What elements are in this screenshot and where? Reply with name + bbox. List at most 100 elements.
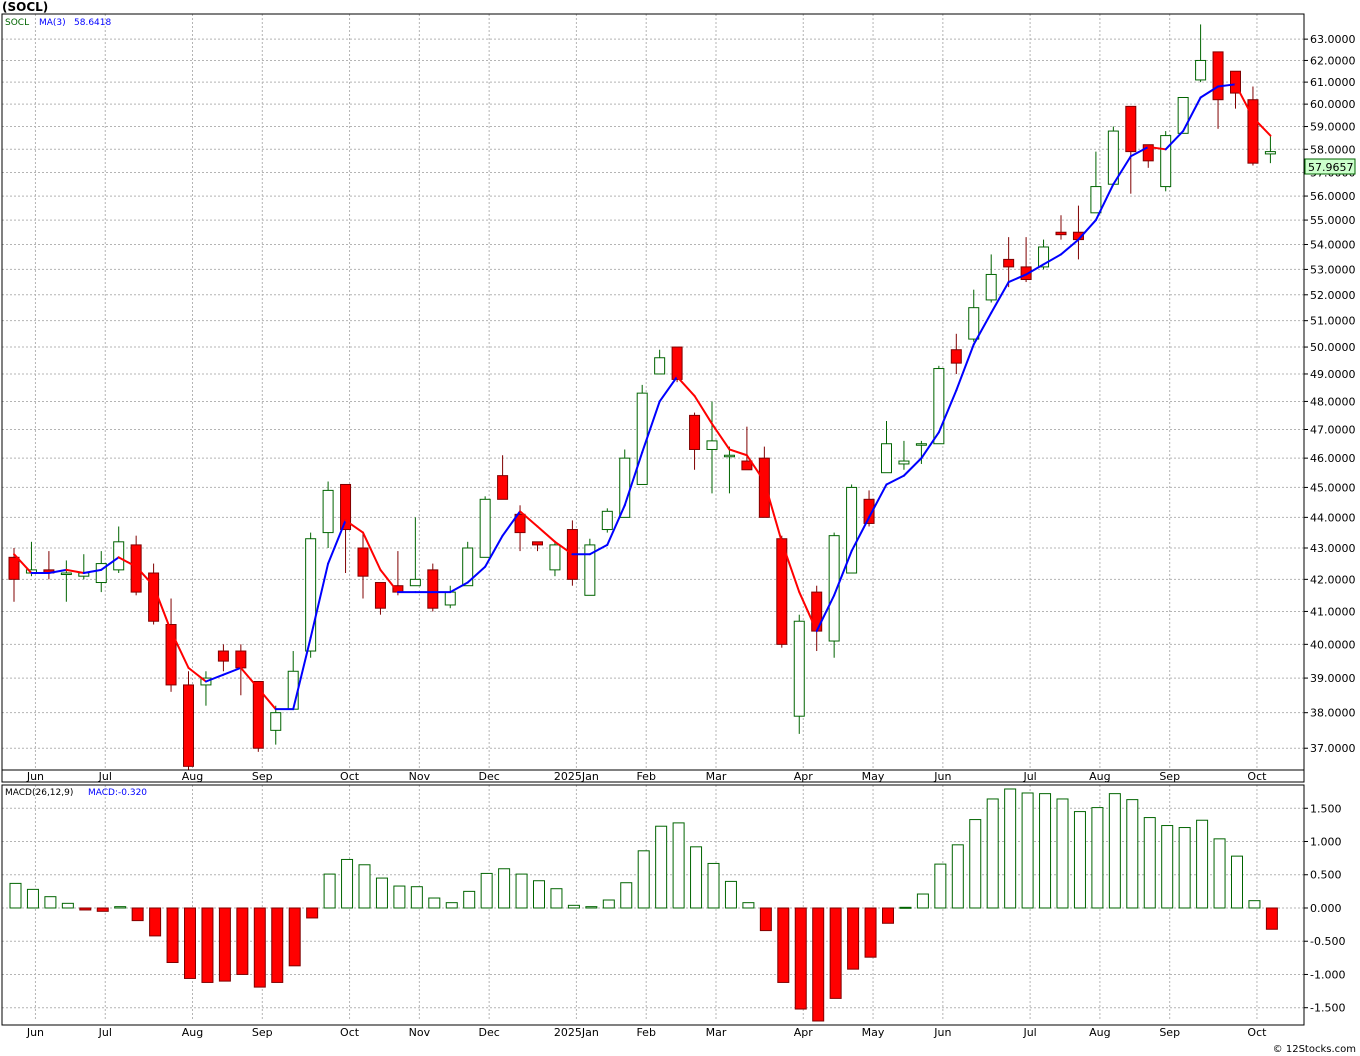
ma-segment [833,550,853,597]
candle [479,496,491,558]
ma-segment [902,457,923,477]
candle [846,484,858,574]
price-legend-ma-label: MA(3) [39,18,66,28]
price-month-label: Dec [479,770,500,783]
last-price-box [1304,158,1356,175]
price-tick-label: 42.0000 [1310,573,1356,586]
macd-bar-positive [1126,799,1139,909]
macd-month-label: 2025Jan [554,1026,599,1039]
candle [200,671,212,706]
macd-month-label: Feb [636,1026,655,1039]
candle-body-down [130,544,142,593]
macd-bar-positive [26,888,39,909]
macd-bar-positive [341,858,354,909]
macd-bar-positive [585,906,598,909]
candle-body-up [846,486,858,574]
price-month-label: Jun [26,770,44,783]
macd-tick-label: 0.500 [1310,869,1342,882]
moving-average-line [13,83,1272,711]
candle [741,426,753,471]
price-month-label: Apr [794,770,814,783]
ma-segment [658,375,679,403]
candle [1247,86,1259,166]
macd-bar-positive [393,885,406,909]
macd-bar-positive [1039,793,1052,909]
price-tick-label: 63.0000 [1310,33,1356,46]
ma-segment [641,400,661,454]
candle [654,349,666,375]
candle [43,551,55,580]
price-month-label: Oct [340,770,360,783]
ma-segment [13,553,33,575]
candle [1055,215,1067,240]
macd-bar-positive [567,904,580,909]
ma-segment [553,540,574,556]
candle-body-up [915,443,927,446]
candle [252,681,264,752]
candle [340,483,352,574]
candle-body-up [584,544,596,596]
ma-segment [519,510,539,528]
candle-body-down [1142,144,1154,162]
ma-segment [745,454,766,483]
macd-tick-label: -0.500 [1310,935,1345,948]
macd-bar-negative [288,907,301,967]
macd-bar-positive [742,902,755,909]
ma-segment [1251,116,1272,137]
macd-bar-positive [1004,788,1017,909]
candle [1230,70,1241,109]
ma-segment [47,568,68,575]
candle-body-down [671,346,683,380]
macd-bar-positive [428,897,441,909]
macd-month-label: Mar [706,1026,727,1039]
grid [2,14,1304,1021]
price-month-label: Oct [1247,770,1267,783]
macd-bar-positive [1231,855,1243,909]
macd-bar-positive [1021,792,1034,909]
macd-bar-negative [236,907,249,975]
candle [1090,151,1102,214]
ma-segment [920,431,940,460]
price-tick-label: 41.0000 [1310,605,1356,618]
price-month-label: Aug [182,770,203,783]
candle-body-up [723,454,735,458]
macd-bar-positive [550,888,563,909]
ma-segment [1042,253,1062,266]
candle [549,541,561,577]
chart-symbol-title: (SOCL) [2,0,49,14]
candle [270,705,282,745]
macd-month-label: Oct [340,1026,360,1039]
macd-bar-positive [620,882,633,909]
price-tick-label: 55.0000 [1310,214,1356,227]
candle-body-down [1230,70,1241,94]
ma-segment [728,448,748,457]
ma-segment [536,525,556,543]
macd-bar-negative [96,907,109,912]
candle-body-up [985,273,997,301]
candle-body-down [1247,99,1259,164]
macd-bar-negative [166,907,179,963]
price-tick-label: 43.0000 [1310,542,1356,555]
price-tick-label: 39.0000 [1310,672,1356,685]
macd-bar-negative [794,907,807,1010]
price-tick-label: 62.0000 [1310,54,1356,67]
candle-body-down [758,457,770,518]
macd-bar-positive [1178,827,1191,909]
ma-segment [100,556,120,571]
ma-segment [257,687,277,711]
candle-body-up [1177,96,1189,134]
ma-segment [763,480,783,543]
price-tick-label: 51.0000 [1310,315,1356,328]
candle-body-up [60,572,72,576]
candle-body-up [654,357,666,375]
candle [1195,24,1207,83]
macd-month-label: Nov [409,1026,431,1039]
ma-segment [1147,146,1167,151]
macd-bar-negative [79,907,92,911]
candle-body-up [409,578,421,587]
ma-segment [1007,273,1028,284]
macd-bar-positive [358,864,371,909]
ma-segment [1129,146,1150,158]
ma-segment [449,581,469,594]
ma-segment [798,591,818,633]
